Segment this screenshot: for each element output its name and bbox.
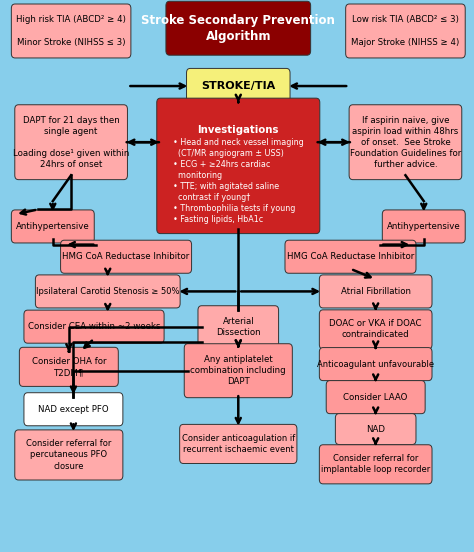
Text: Low risk TIA (ABCD² ≤ 3)

Major Stroke (NIHSS ≥ 4): Low risk TIA (ABCD² ≤ 3) Major Stroke (N… <box>351 15 460 46</box>
Text: Atrial Fibrillation: Atrial Fibrillation <box>341 287 410 296</box>
Text: STROKE/TIA: STROKE/TIA <box>201 81 275 91</box>
Text: HMG CoA Reductase Inhibitor: HMG CoA Reductase Inhibitor <box>63 252 190 261</box>
FancyBboxPatch shape <box>11 210 94 243</box>
FancyBboxPatch shape <box>15 105 128 179</box>
FancyBboxPatch shape <box>166 1 310 55</box>
Text: Investigations: Investigations <box>198 125 279 135</box>
Text: High risk TIA (ABCD² ≥ 4)

Minor Stroke (NIHSS ≤ 3): High risk TIA (ABCD² ≥ 4) Minor Stroke (… <box>16 15 126 46</box>
Text: NAD: NAD <box>366 424 385 433</box>
FancyBboxPatch shape <box>180 424 297 464</box>
FancyBboxPatch shape <box>326 381 425 413</box>
FancyBboxPatch shape <box>24 392 123 426</box>
FancyBboxPatch shape <box>319 445 432 484</box>
FancyBboxPatch shape <box>15 430 123 480</box>
Text: Arterial
Dissection: Arterial Dissection <box>216 317 261 337</box>
FancyBboxPatch shape <box>19 347 118 386</box>
Text: Anticoagulant unfavourable: Anticoagulant unfavourable <box>317 359 434 369</box>
FancyBboxPatch shape <box>198 306 279 348</box>
FancyBboxPatch shape <box>285 240 416 273</box>
Text: HMG CoA Reductase Inhibitor: HMG CoA Reductase Inhibitor <box>287 252 414 261</box>
Text: Consider anticoagulation if
recurrent ischaemic event: Consider anticoagulation if recurrent is… <box>182 434 295 454</box>
FancyBboxPatch shape <box>383 210 465 243</box>
FancyBboxPatch shape <box>319 275 432 308</box>
FancyBboxPatch shape <box>319 348 432 381</box>
Text: Consider OHA for
T2DM¶: Consider OHA for T2DM¶ <box>32 357 106 377</box>
FancyBboxPatch shape <box>319 310 432 349</box>
Text: If aspirin naive, give
aspirin load within 48hrs
of onset.  See Stroke
Foundatio: If aspirin naive, give aspirin load with… <box>350 115 461 169</box>
FancyBboxPatch shape <box>61 240 191 273</box>
Text: Consider LAAO: Consider LAAO <box>344 392 408 402</box>
FancyBboxPatch shape <box>11 4 131 58</box>
FancyBboxPatch shape <box>349 105 462 179</box>
Text: Antihypertensive: Antihypertensive <box>16 222 90 231</box>
FancyBboxPatch shape <box>336 413 416 444</box>
Text: Antihypertensive: Antihypertensive <box>387 222 461 231</box>
FancyBboxPatch shape <box>157 98 320 233</box>
FancyBboxPatch shape <box>24 310 164 343</box>
Text: Stroke Secondary Prevention
Algorithm: Stroke Secondary Prevention Algorithm <box>141 14 335 43</box>
FancyBboxPatch shape <box>36 275 180 308</box>
Text: Consider referral for
percutaneous PFO
closure: Consider referral for percutaneous PFO c… <box>26 439 111 470</box>
Text: Any antiplatelet
combination including
DAPT: Any antiplatelet combination including D… <box>191 355 286 386</box>
Text: • Head and neck vessel imaging
  (CT/MR angiogram ± USS)
• ECG + ≥24hrs cardiac
: • Head and neck vessel imaging (CT/MR an… <box>173 138 304 225</box>
FancyBboxPatch shape <box>184 344 292 397</box>
FancyBboxPatch shape <box>187 68 290 104</box>
FancyBboxPatch shape <box>346 4 465 58</box>
Text: Ipsilateral Carotid Stenosis ≥ 50%: Ipsilateral Carotid Stenosis ≥ 50% <box>36 287 180 296</box>
Text: Consider referral for
implantable loop recorder: Consider referral for implantable loop r… <box>321 454 430 474</box>
Text: Consider CEA within ~2 weeks: Consider CEA within ~2 weeks <box>28 322 160 331</box>
Text: DOAC or VKA if DOAC
contraindicated: DOAC or VKA if DOAC contraindicated <box>329 320 422 339</box>
Text: DAPT for 21 days then
single agent

Loading dose¹ given within
24hrs of onset: DAPT for 21 days then single agent Loadi… <box>13 115 129 169</box>
Text: NAD except PFO: NAD except PFO <box>38 405 109 414</box>
